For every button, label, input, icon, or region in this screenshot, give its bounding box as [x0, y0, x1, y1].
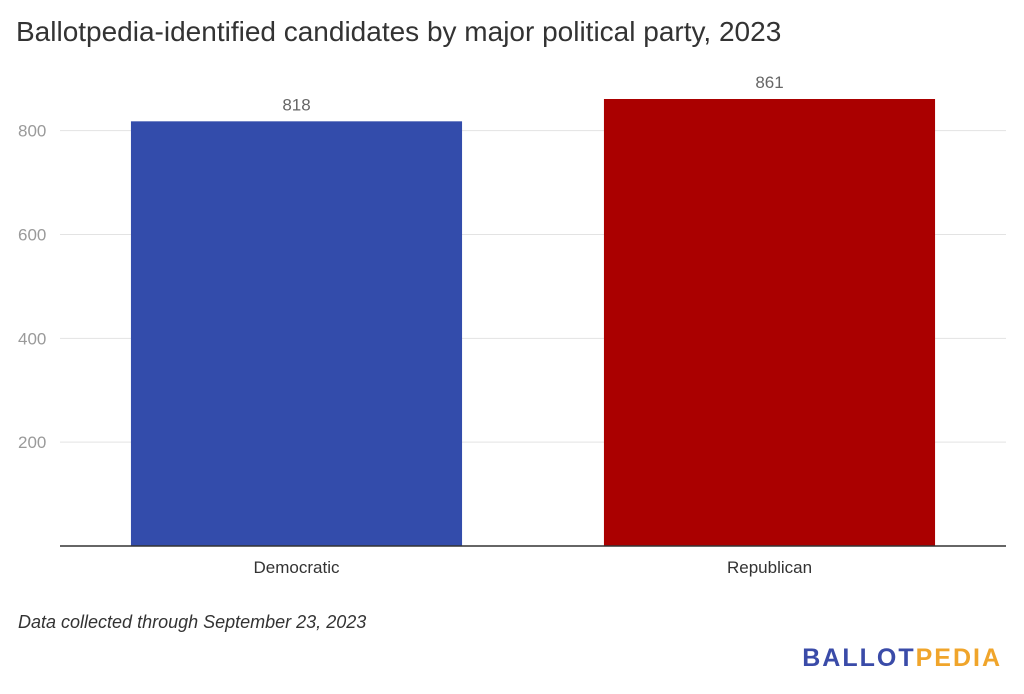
- data-label-democratic: 818: [282, 95, 310, 114]
- y-tick-label: 200: [18, 433, 46, 452]
- logo-part-pedia: PEDIA: [915, 644, 1002, 672]
- y-tick-label: 600: [18, 226, 46, 245]
- bar-republican[interactable]: [603, 99, 936, 546]
- y-tick-label: 400: [18, 329, 46, 348]
- ballotpedia-logo[interactable]: BALLOTPEDIA: [802, 644, 1002, 673]
- footnote: Data collected through September 23, 202…: [18, 612, 367, 632]
- bar-chart: 200 400 600 800 818 861 Democratic Republican: [18, 73, 1006, 577]
- bars: [130, 99, 936, 547]
- bar-democratic[interactable]: [130, 121, 463, 547]
- y-axis-tick-labels: 200 400 600 800: [18, 122, 46, 452]
- chart-title: Ballotpedia-identified candidates by maj…: [16, 16, 782, 47]
- y-tick-label: 800: [18, 122, 46, 141]
- data-labels: 818 861: [282, 73, 783, 114]
- data-label-republican: 861: [755, 73, 783, 92]
- x-tick-label: Republican: [727, 558, 812, 577]
- x-axis-tick-labels: Democratic Republican: [254, 558, 813, 577]
- logo-part-ballot: BALLOT: [802, 644, 916, 672]
- x-tick-label: Democratic: [254, 558, 340, 577]
